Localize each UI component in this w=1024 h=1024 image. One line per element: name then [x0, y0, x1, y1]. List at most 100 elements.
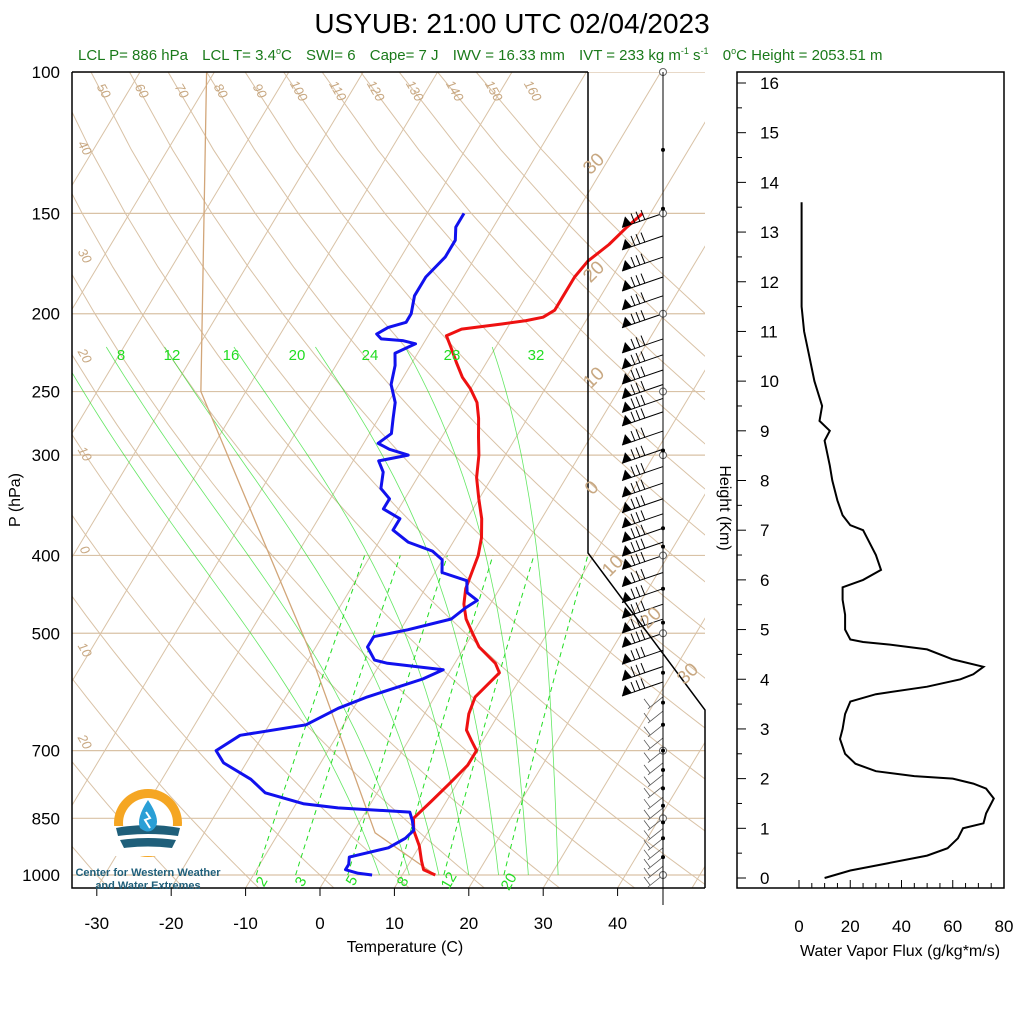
wind-barb-low: [647, 865, 664, 879]
logo-line-1: Center for Western Weather: [75, 867, 221, 879]
wind-barb-feather: [635, 631, 641, 642]
flux-x-tick-label: 80: [995, 917, 1014, 936]
wind-barb-feather: [640, 629, 646, 641]
wind-barb-feather: [640, 253, 646, 264]
moist-adiabat: [315, 346, 499, 876]
mixing-ratio-label: 20: [289, 347, 306, 364]
wind-barb-feather: [640, 427, 646, 438]
lightning-icon: [143, 811, 152, 829]
wind-barb-feather: [635, 396, 641, 407]
wind-barb-flag: [622, 669, 632, 681]
wind-barb-feather: [635, 211, 641, 222]
dry-adiabat-label: 160: [521, 78, 545, 105]
x-tick-label: 30: [534, 914, 553, 933]
ivt-value: IVT = 233 kg m-1 s-1: [579, 46, 709, 64]
wind-barb-low-feather: [643, 867, 651, 877]
skew-frame-left-bottom: [71, 72, 705, 889]
wind-barb-low-feather: [643, 712, 651, 722]
x-tick-label: 0: [315, 914, 324, 933]
isotherm-line: [72, 72, 439, 683]
wind-barbs: [621, 68, 667, 888]
y-tick-label: 150: [32, 204, 60, 223]
flux-y-tick-label: 13: [760, 223, 779, 242]
isotherm-label-left: 20: [74, 731, 95, 753]
wind-barb-feather: [635, 352, 641, 364]
isotherm-label-left: 40: [75, 138, 96, 159]
wind-barb-feather: [630, 295, 636, 307]
dry-adiabat-label: 140: [443, 78, 467, 105]
flux-y-tick-label: 5: [760, 621, 769, 640]
wind-barb-feather: [635, 602, 641, 613]
wind-barb-flag: [622, 414, 632, 426]
wind-barb-flag: [622, 357, 632, 369]
dry-adiabat: [321, 72, 705, 490]
wind-barb-feather: [640, 394, 646, 406]
wind-barb-feather: [635, 337, 641, 348]
wind-barb-feather: [635, 664, 641, 675]
flux-y-tick-label: 15: [760, 124, 779, 143]
x-tick-label: 40: [608, 914, 627, 933]
moist-adiabat: [105, 346, 410, 876]
lcl-pressure: LCL P= 886 hPa: [78, 47, 188, 64]
flux-y-tick-label: 11: [760, 322, 778, 341]
wind-barb-feather: [630, 256, 636, 268]
isotherm-line: [96, 72, 587, 888]
wind-barb-feather: [640, 495, 646, 506]
mixing-ratio-line: [255, 555, 366, 876]
isotherm-label-right: 0: [581, 477, 603, 499]
dry-adiabat: [72, 595, 335, 888]
wind-barb-feather: [630, 528, 636, 539]
dry-adiabat: [72, 514, 410, 888]
wind-barb-low-feather: [643, 776, 651, 785]
dry-adiabat: [398, 72, 705, 401]
wind-barb-feather: [630, 430, 636, 442]
wind-barb-low-feather: [643, 698, 651, 708]
wind-barb-feather: [640, 445, 646, 457]
x-tick-label: -10: [233, 914, 258, 933]
dewpoint-line: [214, 212, 479, 877]
wind-barb-flag: [622, 401, 632, 413]
mixing-ratio-line: [347, 555, 448, 876]
background-grid: [72, 72, 705, 888]
wind-barb-flag: [622, 372, 632, 384]
isotherm-label-right: 10: [579, 363, 609, 393]
moist-adiabat: [233, 346, 470, 876]
swi-value: SWI= 6: [305, 47, 356, 64]
wind-barb-feather: [640, 678, 646, 689]
wind-barb-flag: [622, 591, 632, 603]
flux-y-tick-label: 6: [760, 571, 769, 590]
wind-barb-low-feather: [643, 764, 651, 774]
parcel-path: [200, 72, 436, 876]
wind-barb-flag: [622, 434, 632, 446]
wind-barb-feather: [635, 368, 641, 379]
isotherm-label-left: 10: [75, 640, 96, 661]
wind-barb-feather: [630, 482, 636, 494]
axis-labels: -30 -20 -10 0 10 20 30 401001502002503004005007…: [7, 63, 703, 956]
x-tick-label: -20: [159, 914, 184, 933]
wind-barb-feather: [630, 398, 636, 409]
flux-y-tick-label: 14: [760, 173, 779, 192]
wind-barb-flag: [622, 558, 632, 570]
wind-barb-low-feather: [643, 798, 651, 808]
isotherm-label-left: 10: [75, 444, 96, 465]
wind-barb-low-feather: [643, 840, 651, 849]
wind-barb-feather: [640, 232, 646, 243]
isotherm-line: [72, 72, 513, 807]
wind-barb-low-feather: [643, 739, 651, 749]
wind-barb-low: [647, 724, 664, 738]
wind-barb-feather: [630, 354, 636, 365]
dry-adiabat: [72, 677, 260, 888]
temperature-line: [412, 212, 644, 877]
dry-adiabat: [90, 72, 705, 780]
mixing-ratio-label-lower: 12: [438, 869, 461, 892]
wind-barb-feather: [635, 447, 641, 458]
wind-barb-low-feather: [643, 830, 651, 839]
chart-title: USYUB: 21:00 UTC 02/04/2023: [314, 8, 710, 39]
wind-barb-low: [647, 856, 664, 870]
wind-barb-flag: [622, 636, 632, 648]
iwv-value: IWV = 16.33 mm: [452, 47, 565, 64]
wind-barb-feather: [635, 496, 641, 508]
wind-barb-low: [647, 847, 664, 861]
mixing-ratio-line: [397, 555, 494, 876]
